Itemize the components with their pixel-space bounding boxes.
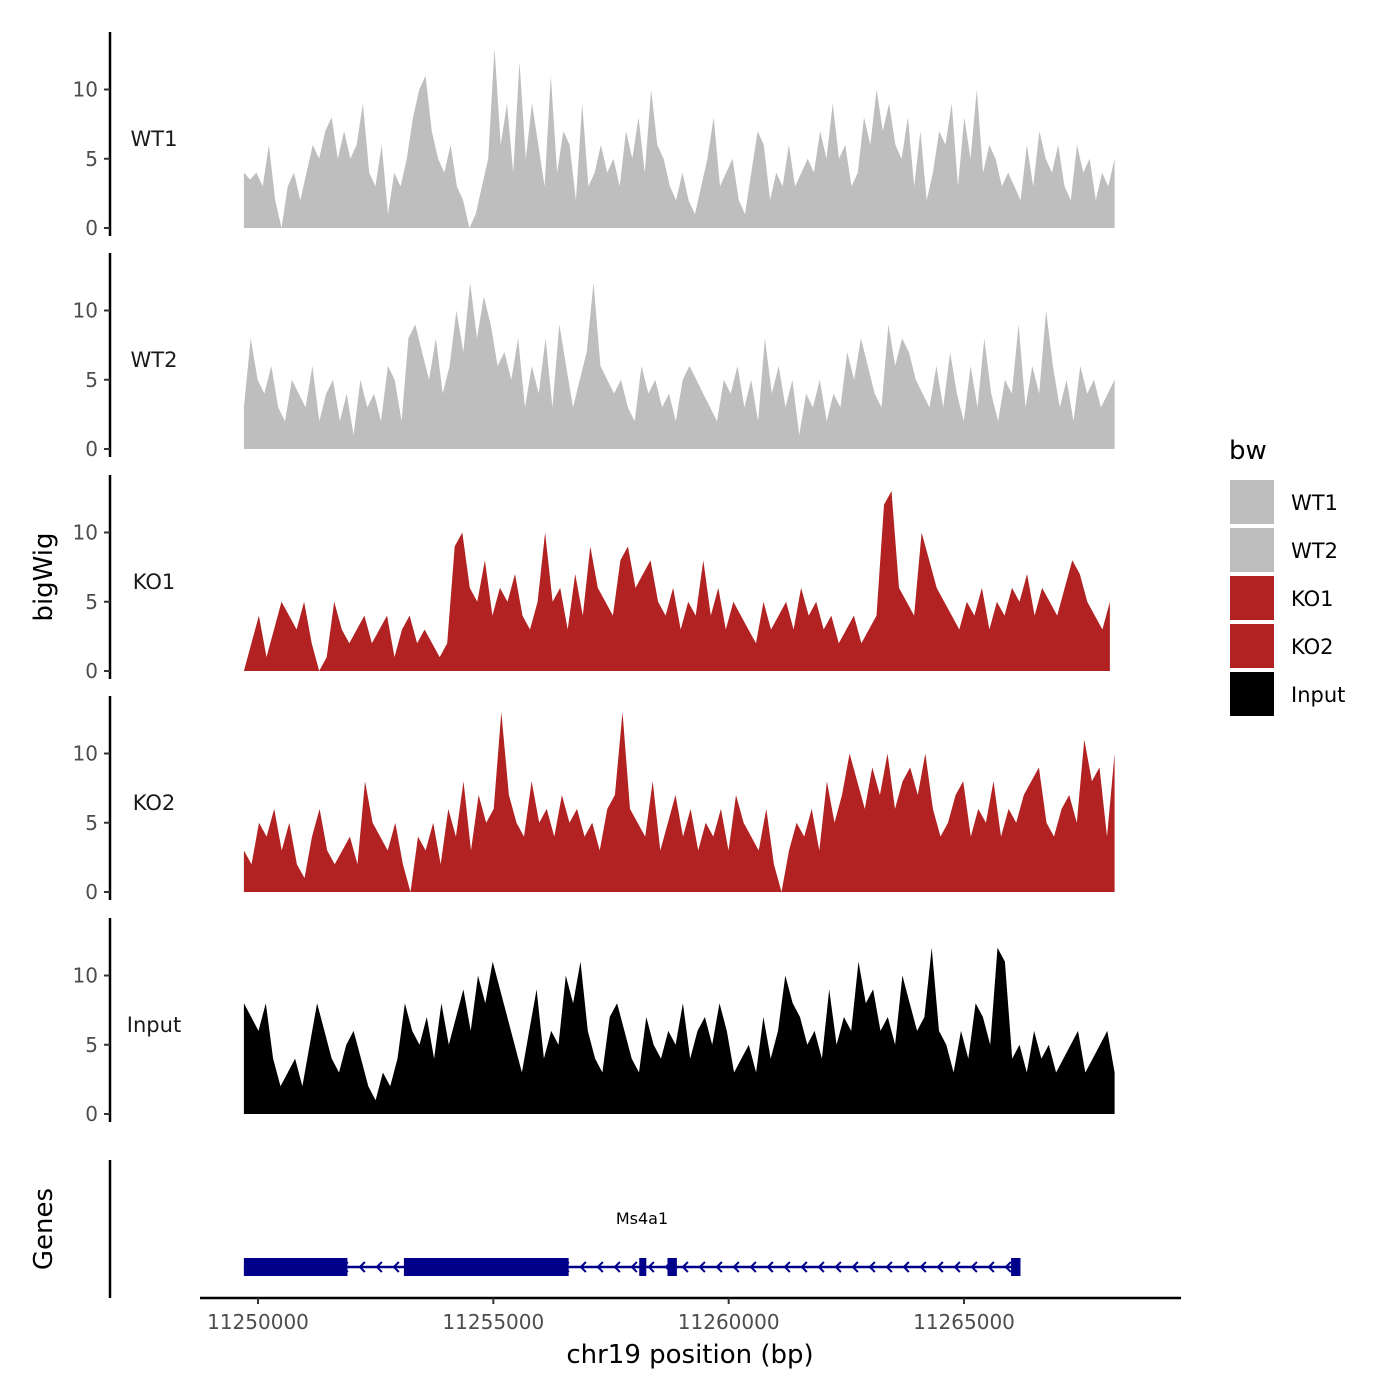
strand-arrow xyxy=(953,1261,961,1273)
strand-arrow xyxy=(970,1261,978,1273)
x-tick-label: 11255000 xyxy=(442,1310,544,1334)
strand-arrow xyxy=(902,1261,910,1273)
y-tick-label: 5 xyxy=(85,147,98,171)
y-tick-label: 10 xyxy=(73,78,98,102)
strand-arrow xyxy=(732,1261,740,1273)
track-label-input: Input xyxy=(127,1013,181,1037)
legend-key-wt2 xyxy=(1230,528,1274,572)
y-tick-label: 10 xyxy=(73,299,98,323)
strand-arrow xyxy=(1004,1261,1012,1273)
coverage-area-wt2 xyxy=(243,282,1115,449)
strand-arrow xyxy=(647,1261,655,1273)
y-tick-label: 5 xyxy=(85,811,98,835)
track-label-ko1: KO1 xyxy=(133,570,176,594)
y-tick-label: 0 xyxy=(85,880,98,904)
track-label-wt1: WT1 xyxy=(131,127,178,151)
gene-panel-title: Genes xyxy=(29,1188,59,1270)
legend-title: bw xyxy=(1229,436,1267,466)
legend-label-wt2: WT2 xyxy=(1291,539,1338,563)
y-tick-label: 0 xyxy=(85,216,98,240)
gene-exon xyxy=(1011,1258,1021,1276)
legend-label-ko2: KO2 xyxy=(1291,635,1334,659)
y-tick-label: 5 xyxy=(85,1033,98,1057)
legend-label-ko1: KO1 xyxy=(1291,587,1334,611)
strand-arrow xyxy=(817,1261,825,1273)
legend-label-input: Input xyxy=(1291,683,1345,707)
gene-name-label: Ms4a1 xyxy=(616,1209,668,1228)
coverage-area-wt1 xyxy=(243,48,1115,228)
strand-arrow xyxy=(851,1261,859,1273)
x-tick-label: 11260000 xyxy=(678,1310,780,1334)
strand-arrow xyxy=(800,1261,808,1273)
gene-exon xyxy=(639,1258,647,1276)
strand-arrow xyxy=(698,1261,706,1273)
strand-arrow xyxy=(919,1261,927,1273)
gene-exon xyxy=(243,1258,348,1276)
coverage-area-input xyxy=(243,947,1115,1114)
legend-key-ko1 xyxy=(1230,576,1274,620)
strand-arrow xyxy=(375,1261,383,1273)
x-axis-title: chr19 position (bp) xyxy=(566,1340,813,1370)
strand-arrow xyxy=(579,1261,587,1273)
strand-arrow xyxy=(834,1261,842,1273)
track-label-wt2: WT2 xyxy=(131,348,178,372)
y-tick-label: 0 xyxy=(85,659,98,683)
strand-arrow xyxy=(749,1261,757,1273)
legend-key-wt1 xyxy=(1230,480,1274,524)
y-tick-label: 5 xyxy=(85,590,98,614)
coverage-area-ko1 xyxy=(243,491,1110,671)
y-axis-title: bigWig xyxy=(29,532,59,621)
y-tick-label: 5 xyxy=(85,368,98,392)
legend-label-wt1: WT1 xyxy=(1291,491,1338,515)
strand-arrow xyxy=(630,1261,638,1273)
strand-arrow xyxy=(936,1261,944,1273)
y-tick-label: 0 xyxy=(85,1102,98,1126)
legend-key-input xyxy=(1230,672,1274,716)
track-label-ko2: KO2 xyxy=(133,791,176,815)
strand-arrow xyxy=(868,1261,876,1273)
strand-arrow xyxy=(987,1261,995,1273)
coverage-area-ko2 xyxy=(243,712,1115,892)
gene-exon xyxy=(667,1258,677,1276)
y-tick-label: 0 xyxy=(85,437,98,461)
legend-key-ko2 xyxy=(1230,624,1274,668)
strand-arrow xyxy=(766,1261,774,1273)
x-tick-label: 11250000 xyxy=(207,1310,309,1334)
strand-arrow xyxy=(392,1261,400,1273)
strand-arrow xyxy=(681,1261,689,1273)
y-tick-label: 10 xyxy=(73,964,98,988)
x-tick-label: 11265000 xyxy=(913,1310,1015,1334)
gene-exon xyxy=(403,1258,569,1276)
y-tick-label: 10 xyxy=(73,742,98,766)
strand-arrow xyxy=(885,1261,893,1273)
strand-arrow xyxy=(358,1261,366,1273)
strand-arrow xyxy=(613,1261,621,1273)
strand-arrow xyxy=(783,1261,791,1273)
y-tick-label: 10 xyxy=(73,521,98,545)
strand-arrow xyxy=(715,1261,723,1273)
strand-arrow xyxy=(596,1261,604,1273)
